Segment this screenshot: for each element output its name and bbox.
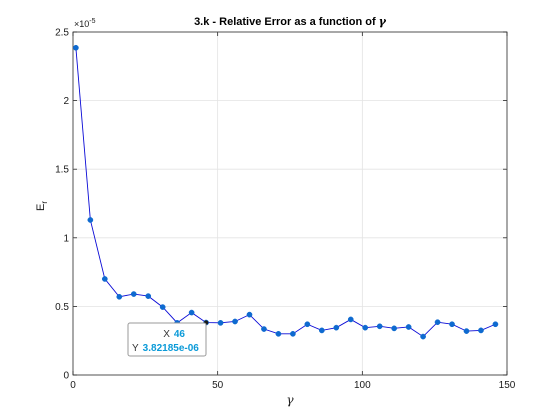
datatip[interactable]: X 46 Y 3.82185e-06 [127,322,207,357]
data-point[interactable] [145,293,152,299]
data-point[interactable] [420,333,426,340]
grid-layer [73,32,507,375]
data-point[interactable] [362,324,369,331]
x-tick-label: 150 [499,380,516,391]
chart-title-symbol: γ [379,15,387,28]
x-tick-label: 50 [212,380,224,391]
y-tick-label: 0.5 [55,302,69,313]
data-point[interactable] [434,319,441,326]
data-point[interactable] [449,321,455,328]
data-point[interactable] [347,316,354,323]
datatip-y-row: Y 3.82185e-06 [132,343,199,354]
datatip-x-row: X 46 [163,329,185,340]
y-tick-label: 1.5 [55,165,69,176]
data-point[interactable] [391,325,398,332]
data-point[interactable] [87,217,94,223]
data-point[interactable] [261,326,267,332]
x-axis-label: γ [286,393,294,407]
x-tick-label: 100 [354,380,371,391]
data-point[interactable] [376,323,383,330]
data-point[interactable] [130,291,137,297]
data-point[interactable] [73,44,79,51]
data-point[interactable] [405,324,412,330]
data-point[interactable] [318,327,325,334]
x-tick-label: 0 [70,380,76,391]
data-point[interactable] [333,324,340,331]
data-point[interactable] [217,320,224,326]
y-axis-label-main: E [35,204,47,211]
y-tick-label: 2.5 [55,28,69,39]
axes-box [72,31,508,376]
y-axis-label: Er [35,201,49,211]
data-point[interactable] [116,293,123,300]
datatip-y-value: 3.82185e-06 [143,343,200,354]
y-axis-exponent: ×10-5 [74,18,96,29]
data-point[interactable] [290,330,296,337]
chart-title-text: 3.k - Relative Error as a function of [194,16,379,28]
datatip-x-value: 46 [174,329,186,340]
datatip-box [127,322,207,357]
data-point[interactable] [159,304,166,310]
y-tick-label: 0 [63,371,69,382]
datatip-x-label: X [163,329,170,340]
data-point[interactable] [232,318,238,325]
y-tick-label: 1 [63,233,69,244]
tick-layer: 0 50 100 150 0 0.5 1 1.5 2 2.5 [55,28,516,392]
data-point[interactable] [275,330,282,337]
y-axis-label-subscript: r [40,201,49,204]
data-point[interactable] [478,327,484,334]
data-point[interactable] [492,321,499,328]
data-point[interactable] [304,321,311,328]
y-axis-exponent-base: ×10 [74,19,89,29]
y-axis-exponent-power: -5 [89,18,95,25]
data-point[interactable] [101,276,108,282]
y-tick-label: 2 [63,96,69,107]
chart-title: 3.k - Relative Error as a function of γ [194,15,387,28]
data-point[interactable] [188,309,195,316]
data-point[interactable] [463,328,470,334]
datatip-y-label: Y [132,343,139,354]
data-point[interactable] [246,311,253,318]
